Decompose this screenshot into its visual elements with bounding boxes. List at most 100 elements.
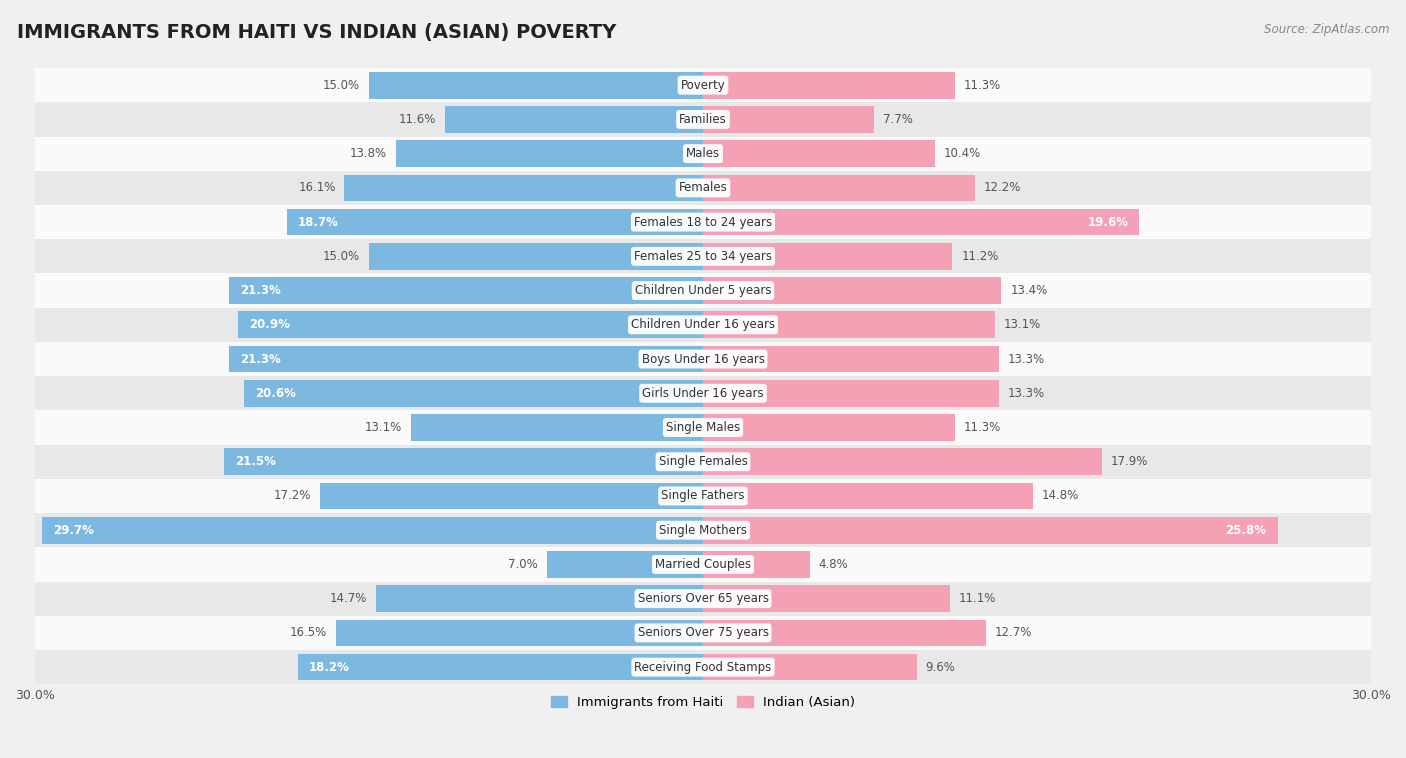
Bar <box>287 208 703 236</box>
Bar <box>224 449 703 475</box>
Bar <box>703 551 810 578</box>
Bar <box>368 72 703 99</box>
Text: Poverty: Poverty <box>681 79 725 92</box>
Bar <box>703 414 955 441</box>
Text: 11.2%: 11.2% <box>962 250 998 263</box>
Bar <box>703 106 875 133</box>
Text: Source: ZipAtlas.com: Source: ZipAtlas.com <box>1264 23 1389 36</box>
Bar <box>35 513 1371 547</box>
Text: 21.3%: 21.3% <box>240 284 281 297</box>
Bar <box>412 414 703 441</box>
Bar <box>375 585 703 612</box>
Text: Children Under 5 years: Children Under 5 years <box>634 284 772 297</box>
Text: 21.3%: 21.3% <box>240 352 281 365</box>
Text: 19.6%: 19.6% <box>1087 215 1129 229</box>
Text: 12.2%: 12.2% <box>984 181 1021 194</box>
Text: 10.4%: 10.4% <box>943 147 981 160</box>
Text: 14.7%: 14.7% <box>329 592 367 605</box>
Text: Single Fathers: Single Fathers <box>661 490 745 503</box>
Bar <box>35 581 1371 615</box>
Text: Girls Under 16 years: Girls Under 16 years <box>643 387 763 399</box>
Text: 17.2%: 17.2% <box>274 490 311 503</box>
Bar <box>703 517 1278 543</box>
Text: 13.3%: 13.3% <box>1008 352 1045 365</box>
Bar <box>35 615 1371 650</box>
Text: Single Females: Single Females <box>658 456 748 468</box>
Bar <box>395 140 703 167</box>
Bar <box>35 136 1371 171</box>
Bar <box>35 308 1371 342</box>
Bar <box>35 171 1371 205</box>
Bar <box>703 449 1102 475</box>
Bar <box>35 205 1371 240</box>
Text: 15.0%: 15.0% <box>323 250 360 263</box>
Text: Children Under 16 years: Children Under 16 years <box>631 318 775 331</box>
Text: 15.0%: 15.0% <box>323 79 360 92</box>
Bar <box>703 243 952 270</box>
Text: 11.3%: 11.3% <box>963 79 1001 92</box>
Bar <box>547 551 703 578</box>
Text: Married Couples: Married Couples <box>655 558 751 571</box>
Bar <box>35 376 1371 410</box>
Bar <box>703 346 1000 372</box>
Text: Seniors Over 75 years: Seniors Over 75 years <box>637 626 769 640</box>
Bar <box>298 654 703 681</box>
Text: 7.7%: 7.7% <box>883 113 914 126</box>
Text: 16.1%: 16.1% <box>298 181 336 194</box>
Text: Females 18 to 24 years: Females 18 to 24 years <box>634 215 772 229</box>
Bar <box>703 277 1001 304</box>
Bar <box>703 312 994 338</box>
Bar <box>321 483 703 509</box>
Text: 13.4%: 13.4% <box>1011 284 1047 297</box>
Bar <box>35 410 1371 445</box>
Text: Receiving Food Stamps: Receiving Food Stamps <box>634 661 772 674</box>
Text: 11.6%: 11.6% <box>398 113 436 126</box>
Bar <box>35 240 1371 274</box>
Bar <box>703 619 986 647</box>
Bar <box>229 277 703 304</box>
Bar <box>42 517 703 543</box>
Text: 13.3%: 13.3% <box>1008 387 1045 399</box>
Text: IMMIGRANTS FROM HAITI VS INDIAN (ASIAN) POVERTY: IMMIGRANTS FROM HAITI VS INDIAN (ASIAN) … <box>17 23 616 42</box>
Bar <box>703 585 950 612</box>
Bar <box>35 479 1371 513</box>
Text: 18.7%: 18.7% <box>298 215 339 229</box>
Text: 12.7%: 12.7% <box>994 626 1032 640</box>
Bar <box>444 106 703 133</box>
Text: 20.9%: 20.9% <box>249 318 290 331</box>
Bar <box>344 174 703 201</box>
Text: 21.5%: 21.5% <box>235 456 276 468</box>
Bar <box>703 208 1139 236</box>
Bar <box>35 650 1371 684</box>
Legend: Immigrants from Haiti, Indian (Asian): Immigrants from Haiti, Indian (Asian) <box>546 691 860 715</box>
Text: Females: Females <box>679 181 727 194</box>
Bar <box>35 68 1371 102</box>
Bar <box>35 274 1371 308</box>
Text: 20.6%: 20.6% <box>256 387 297 399</box>
Bar <box>703 654 917 681</box>
Bar <box>368 243 703 270</box>
Text: 29.7%: 29.7% <box>53 524 94 537</box>
Text: 25.8%: 25.8% <box>1226 524 1267 537</box>
Bar <box>35 547 1371 581</box>
Text: 18.2%: 18.2% <box>309 661 350 674</box>
Text: 7.0%: 7.0% <box>509 558 538 571</box>
Bar <box>245 380 703 406</box>
Text: Males: Males <box>686 147 720 160</box>
Text: Females 25 to 34 years: Females 25 to 34 years <box>634 250 772 263</box>
Text: 14.8%: 14.8% <box>1042 490 1078 503</box>
Text: 13.8%: 13.8% <box>350 147 387 160</box>
Text: 17.9%: 17.9% <box>1111 456 1147 468</box>
Bar <box>703 72 955 99</box>
Bar <box>336 619 703 647</box>
Bar <box>703 140 935 167</box>
Bar <box>35 445 1371 479</box>
Text: Single Mothers: Single Mothers <box>659 524 747 537</box>
Text: Boys Under 16 years: Boys Under 16 years <box>641 352 765 365</box>
Bar <box>229 346 703 372</box>
Bar <box>703 174 974 201</box>
Text: 13.1%: 13.1% <box>1004 318 1040 331</box>
Text: Seniors Over 65 years: Seniors Over 65 years <box>637 592 769 605</box>
Text: Single Males: Single Males <box>666 421 740 434</box>
Text: 13.1%: 13.1% <box>366 421 402 434</box>
